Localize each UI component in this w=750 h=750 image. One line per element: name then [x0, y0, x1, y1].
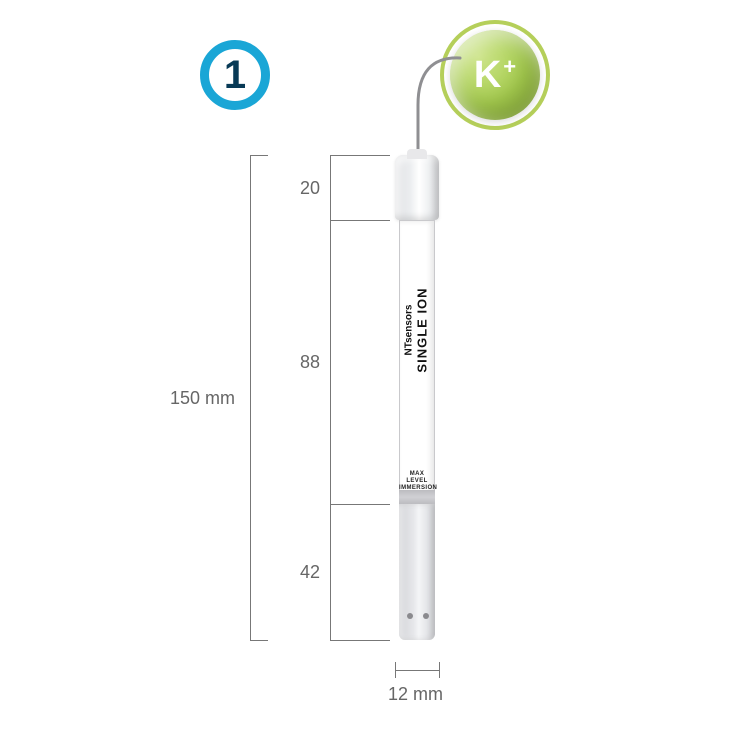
- probe-band: [399, 490, 435, 504]
- dim-tick-width-r: [439, 662, 440, 678]
- dim-axis-total: [250, 155, 251, 640]
- probe-hole-2: [423, 613, 429, 619]
- dim-seg-bot: 42: [300, 562, 320, 583]
- dim-tick-total-bot: [250, 640, 268, 641]
- probe-hole-1: [407, 613, 413, 619]
- dim-tick-total-top: [250, 155, 268, 156]
- dim-seg-mid: 88: [300, 352, 320, 373]
- brand-line1: NTsensors: [404, 305, 415, 356]
- badge-ion: K +: [440, 20, 550, 130]
- dim-tick-seg-0: [330, 155, 390, 156]
- badge-ion-label: K +: [474, 54, 516, 97]
- max-level-line1: MAX LEVEL: [399, 471, 435, 485]
- dim-tick-width-l: [395, 662, 396, 678]
- badge-number: 1: [200, 40, 270, 110]
- ion-charge: +: [503, 56, 516, 78]
- diagram-stage: 1 K + NTsensors SINGLE ION MAX LEVEL IMM…: [0, 0, 750, 750]
- probe-cap: [395, 155, 439, 220]
- dim-tick-seg-1: [330, 220, 390, 221]
- dim-seg-top: 20: [300, 178, 320, 199]
- probe: NTsensors SINGLE ION MAX LEVEL IMMERSION: [395, 155, 439, 640]
- probe-brand-text: NTsensors SINGLE ION: [404, 287, 430, 372]
- dim-tick-seg-3: [330, 640, 390, 641]
- dim-tick-seg-2: [330, 504, 390, 505]
- brand-line2: SINGLE ION: [415, 287, 430, 372]
- dim-width-label: 12 mm: [388, 684, 443, 705]
- dim-total-label: 150 mm: [170, 388, 235, 409]
- probe-brand: NTsensors SINGLE ION: [399, 235, 435, 425]
- probe-body-lower: [399, 504, 435, 640]
- badge-number-ring: [200, 40, 270, 110]
- dim-axis-width: [395, 670, 439, 671]
- ion-element: K: [474, 54, 501, 97]
- dim-axis-seg: [330, 155, 331, 640]
